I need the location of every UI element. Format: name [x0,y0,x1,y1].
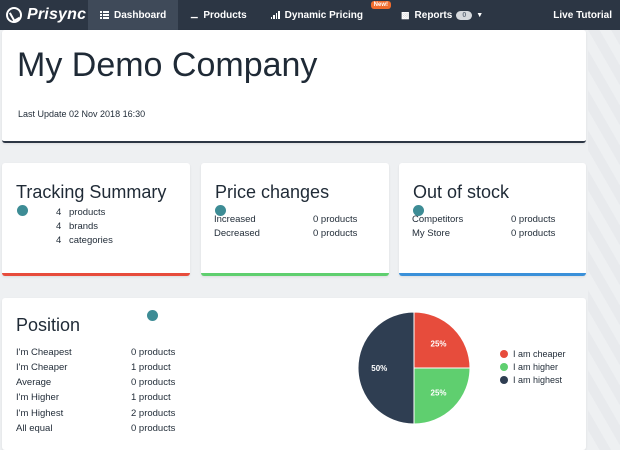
position-row-label: Average [16,377,52,388]
position-row-value: 0 products [131,347,176,358]
nav-item-reports[interactable]: ▩ Reports 0 ▼ [389,0,495,30]
legend-dot-icon [500,363,508,371]
legend-item-cheaper: I am cheaper [500,349,566,359]
top-navbar: Prisync Dashboard ⚊ Products Dynamic Pri… [0,0,620,30]
grid-icon [100,11,109,19]
position-pie-chart: 25% 25% 50% [357,311,471,425]
position-card: Position I'm Cheapest 0 products I'm Che… [2,298,586,450]
position-title: Position [16,315,81,335]
tracking-summary-title: Tracking Summary [16,182,167,202]
tracking-categories-label: categories [69,235,113,246]
live-tutorial-link[interactable]: Live Tutorial [553,9,612,21]
status-dot-icon [215,205,226,216]
status-dot-icon [413,205,424,216]
position-row-value: 1 product [131,362,171,373]
company-name: My Demo Company [17,46,318,84]
position-row-value: 0 products [131,377,176,388]
out-of-stock-card: Out of stock Competitors 0 products My S… [399,163,586,276]
nav-item-label: Reports [414,9,453,21]
reports-count-badge: 0 [456,10,473,20]
tracking-categories-count: 4 [56,235,62,246]
pie-slice-label: 25% [431,339,447,348]
position-row-value: 0 products [131,423,176,434]
tracking-products-count: 4 [56,207,62,218]
status-dot-icon [147,310,158,321]
nav-item-products[interactable]: ⚊ Products [178,0,258,30]
tracking-brands-count: 4 [56,221,62,232]
company-header-card: My Demo Company Last Update 02 Nov 2018 … [2,30,586,143]
legend-dot-icon [500,350,508,358]
legend-label: I am higher [513,362,559,372]
prisync-logo-icon [6,7,22,23]
price-decreased-value: 0 products [313,228,358,239]
bar-signal-icon [270,11,281,19]
position-row-label: I'm Cheaper [16,362,68,373]
legend-item-highest: I am highest [500,375,562,385]
nav-item-label: Dynamic Pricing [284,9,364,21]
position-row-label: I'm Higher [16,392,59,403]
background-pattern [588,30,620,450]
out-of-stock-title: Out of stock [413,182,510,202]
pie-slice-higher [413,367,471,425]
position-row-value: 2 products [131,408,176,419]
price-changes-card: Price changes Increased 0 products Decre… [201,163,389,276]
bar-chart-icon: ▩ [401,9,410,20]
price-increased-value: 0 products [313,214,358,225]
nav-item-label: Dashboard [114,9,167,21]
stock-mystore-label: My Store [412,228,451,239]
nav-item-dashboard[interactable]: Dashboard [88,0,179,30]
nav-item-label: Products [203,9,247,21]
stock-competitors-value: 0 products [511,214,556,225]
chevron-down-icon: ▼ [476,11,484,19]
price-changes-title: Price changes [215,182,330,202]
pie-slice-highest [357,311,415,425]
position-row-label: I'm Cheapest [16,347,72,358]
legend-dot-icon [500,376,508,384]
position-row-label: All equal [16,423,53,434]
tracking-summary-card: Tracking Summary 4 products 4 brands 4 c… [2,163,190,276]
price-increased-label: Increased [214,214,256,225]
tracking-products-label: products [69,207,106,218]
position-row-value: 1 product [131,392,171,403]
legend-label: I am highest [513,375,563,385]
legend-item-higher: I am higher [500,362,558,372]
tags-icon: ⚊ [190,9,199,20]
nav-item-dynamic-pricing[interactable]: Dynamic Pricing New! [259,0,392,30]
stock-competitors-label: Competitors [412,214,464,225]
legend-label: I am cheaper [513,349,566,359]
pie-slice-cheaper [413,311,471,369]
price-decreased-label: Decreased [214,228,260,239]
status-dot-icon [17,205,28,216]
position-row-label: I'm Highest [16,408,64,419]
pie-slice-label: 50% [371,364,387,373]
new-badge: New! [370,1,392,9]
pie-slice-label: 25% [431,389,447,398]
tracking-brands-label: brands [69,221,99,232]
brand-logo-link[interactable]: Prisync [0,0,88,30]
last-update-text: Last Update 02 Nov 2018 16:30 [18,109,146,119]
stock-mystore-value: 0 products [511,228,556,239]
brand-name: Prisync [27,6,87,23]
